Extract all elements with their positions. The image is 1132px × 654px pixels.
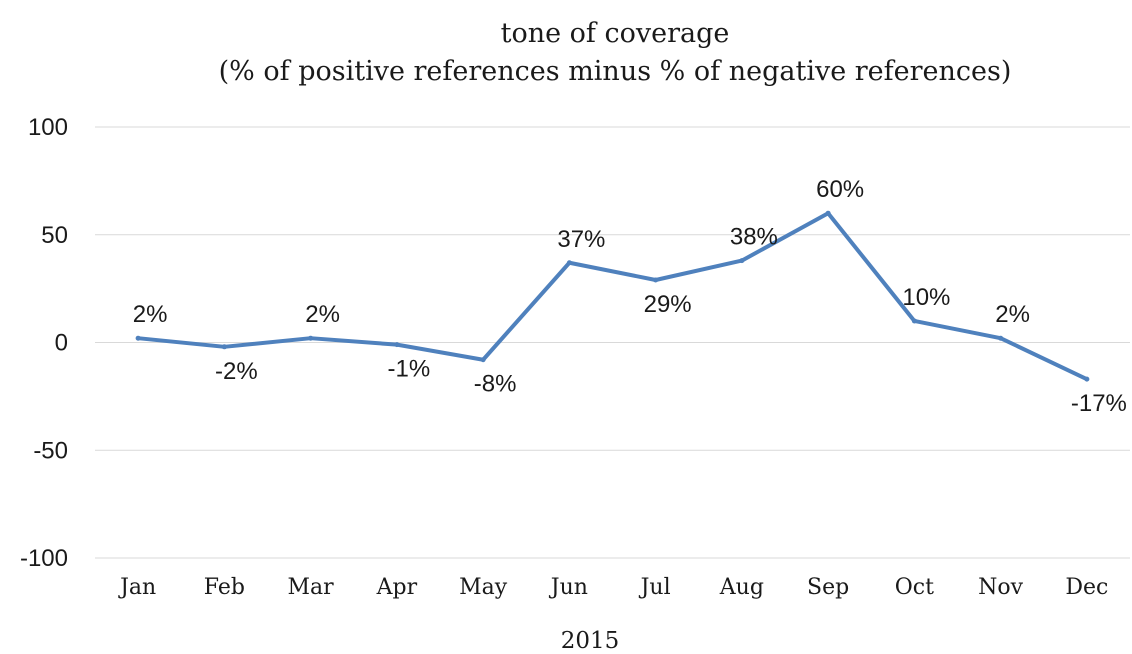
y-tick-label: -100	[20, 545, 68, 572]
data-point	[1084, 376, 1090, 382]
data-label: 60%	[816, 176, 864, 203]
y-tick-label: 100	[28, 114, 68, 141]
y-tick-label: 50	[41, 222, 68, 249]
x-tick-label: Jul	[639, 575, 671, 600]
data-point	[566, 260, 572, 266]
data-point	[480, 357, 486, 363]
data-label: 38%	[730, 224, 778, 251]
data-point	[221, 344, 227, 350]
x-tick-label: Feb	[204, 575, 245, 600]
x-tick-label: Sep	[807, 575, 849, 600]
data-point	[911, 318, 917, 324]
data-label: -1%	[388, 356, 431, 383]
data-label: 2%	[305, 301, 340, 328]
data-label: 2%	[133, 301, 168, 328]
data-point	[394, 342, 400, 348]
x-tick-label: May	[459, 575, 508, 600]
series-layer	[135, 210, 1090, 382]
y-axis-ticks: 100 50 0 -50 -100	[20, 114, 68, 572]
data-point	[135, 335, 141, 341]
x-tick-label: Dec	[1065, 575, 1108, 600]
data-point	[998, 335, 1004, 341]
data-label: 10%	[902, 284, 950, 311]
y-tick-label: -50	[33, 437, 68, 464]
data-labels: 2% -2% 2% -1% -8% 37% 29% 38% 60% 10% 2% -17%	[133, 176, 1127, 417]
x-axis-ticks: Jan Feb Mar Apr May Jun Jul Aug Sep Oct Nov Dec	[118, 575, 1108, 600]
data-point	[825, 210, 831, 216]
data-point	[653, 277, 659, 283]
data-label: -2%	[215, 358, 258, 385]
x-tick-label: Apr	[376, 575, 418, 600]
x-tick-label: Jan	[118, 575, 156, 600]
data-point	[308, 335, 314, 341]
data-label: 2%	[995, 301, 1030, 328]
chart-title: tone of coverage	[501, 18, 730, 49]
x-axis-label: 2015	[561, 628, 620, 654]
series-line	[136, 211, 1089, 382]
x-tick-label: Mar	[288, 575, 335, 600]
x-tick-label: Jun	[549, 575, 588, 600]
data-label: 29%	[644, 291, 692, 318]
data-point	[739, 258, 745, 264]
data-label: 37%	[557, 226, 605, 253]
y-tick-label: 0	[55, 330, 68, 357]
chart-subtitle: (% of positive references minus % of neg…	[219, 56, 1012, 87]
x-tick-label: Aug	[719, 575, 764, 600]
data-label: -8%	[474, 371, 517, 398]
x-tick-label: Nov	[978, 575, 1023, 600]
x-tick-label: Oct	[895, 575, 934, 600]
data-label: -17%	[1071, 390, 1127, 417]
